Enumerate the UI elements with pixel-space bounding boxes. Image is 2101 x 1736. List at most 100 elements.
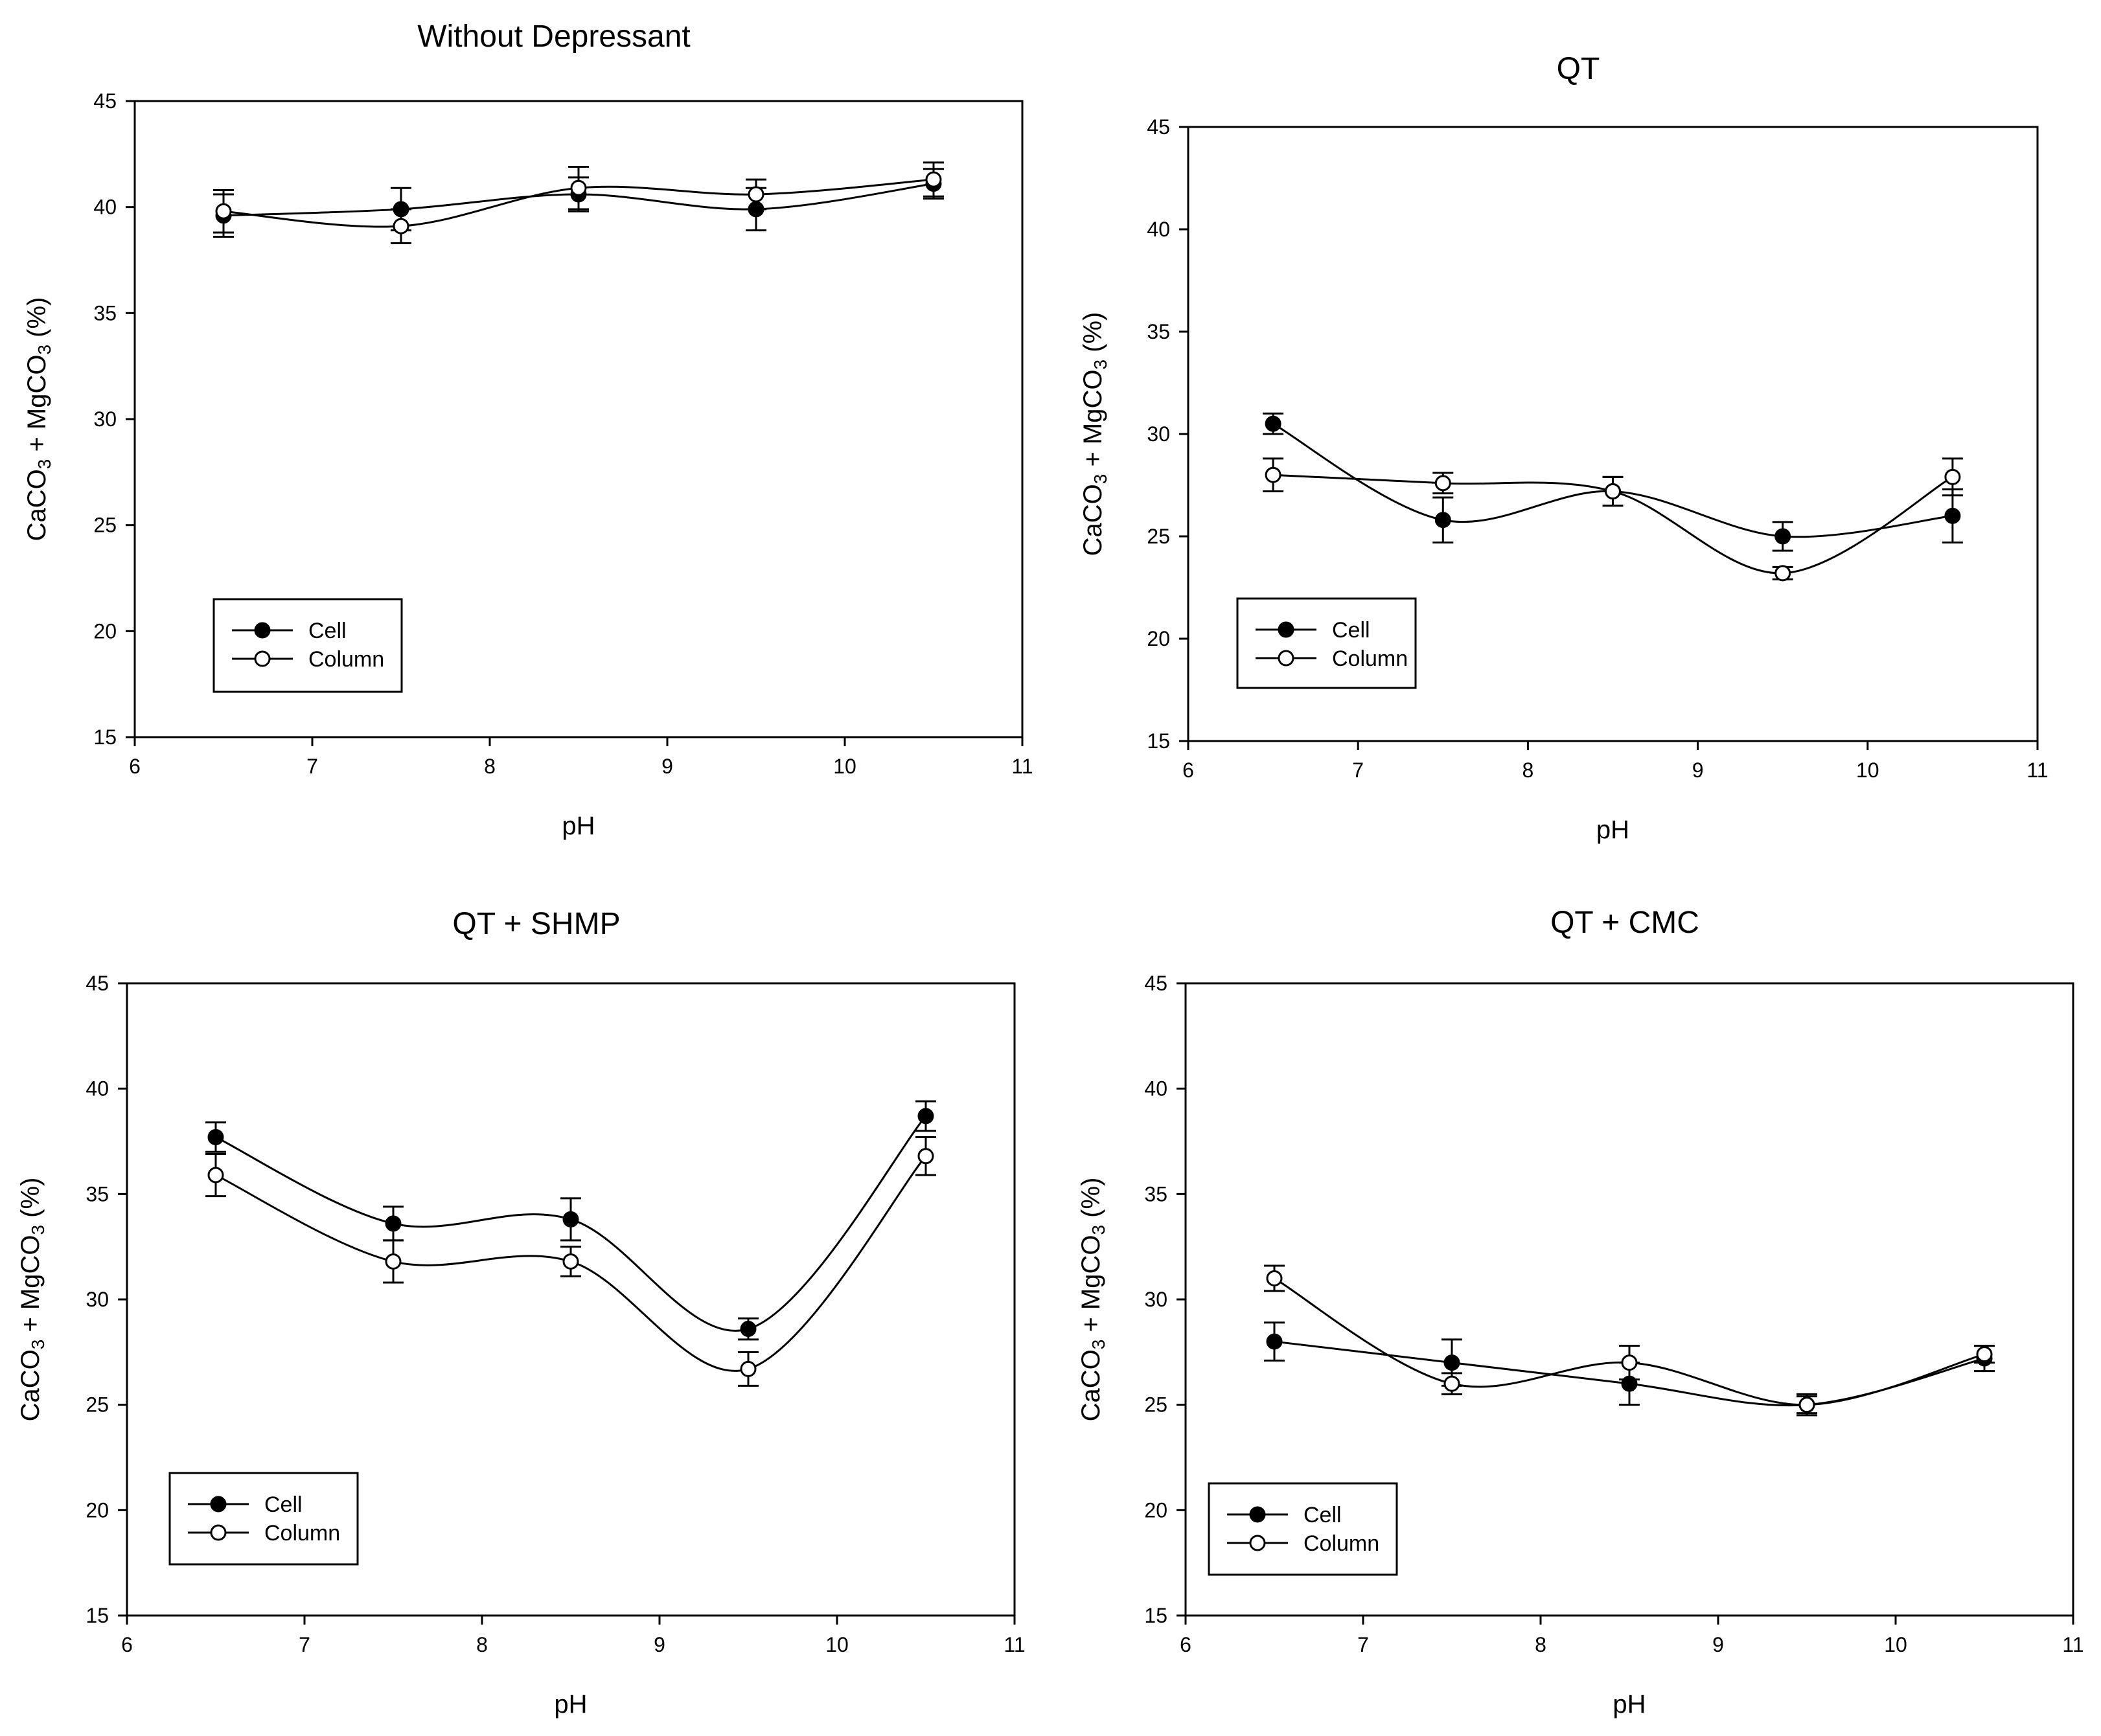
- data-point-column: [925, 171, 942, 188]
- y-tick-label: 20: [1147, 627, 1170, 650]
- data-point-cell: [740, 1321, 757, 1338]
- legend-label: Column: [1303, 1531, 1379, 1556]
- y-axis-label: CaCO3 + MgCO3 (%): [16, 1178, 48, 1422]
- x-tick-label: 8: [1522, 759, 1534, 782]
- x-axis-label: pH: [562, 812, 595, 840]
- y-tick-label: 25: [93, 514, 117, 537]
- x-tick-label: 6: [121, 1633, 133, 1656]
- y-tick-label: 15: [93, 725, 117, 749]
- x-tick-label: 9: [1692, 759, 1704, 782]
- series-column: [1263, 457, 1963, 582]
- chart-panel-4: QT + CMC 6 7 8 9 10 11 15 20 25 30 35 40 45 pH CaCO3 + …: [1077, 906, 2084, 1719]
- legend: Cell Column: [1208, 1482, 1398, 1576]
- legend-box: [168, 1472, 359, 1566]
- chart-title: QT + CMC: [1550, 906, 1699, 940]
- y-tick-label: 35: [1147, 320, 1170, 343]
- data-point-column: [207, 1167, 224, 1183]
- x-tick-label: 7: [1352, 759, 1364, 782]
- y-tick-label: 35: [1144, 1182, 1167, 1205]
- data-point-column: [1434, 475, 1451, 492]
- data-point-column: [1443, 1375, 1460, 1392]
- data-point-column: [385, 1253, 402, 1270]
- y-tick-label: 40: [93, 196, 117, 219]
- y-tick-label: 45: [1144, 972, 1167, 995]
- legend-label: Column: [264, 1521, 340, 1546]
- series-column: [213, 161, 944, 244]
- y-tick-label: 40: [86, 1077, 109, 1101]
- y-tick-label: 25: [86, 1393, 109, 1417]
- legend-marker: [210, 1524, 227, 1541]
- y-axis-label: CaCO3 + MgCO3 (%): [1079, 312, 1110, 556]
- x-tick-label: 7: [1357, 1633, 1369, 1656]
- x-tick-label: 8: [1535, 1633, 1546, 1656]
- data-point-cell: [1443, 1354, 1460, 1371]
- data-point-column: [1265, 466, 1281, 483]
- chart-panel-1: Without Depressant 6 7 8 9 10 11 15 20 25 30 35 40 45…: [23, 19, 1033, 840]
- y-tick-label: 45: [86, 972, 109, 995]
- legend-label: Column: [1332, 646, 1408, 671]
- data-point-column: [393, 218, 409, 234]
- x-tick-label: 9: [1712, 1633, 1724, 1656]
- legend-box: [212, 598, 403, 693]
- x-tick-label: 8: [484, 755, 496, 778]
- y-tick-label: 30: [93, 407, 117, 431]
- y-tick-label: 40: [1147, 218, 1170, 241]
- y-tick-label: 35: [86, 1182, 109, 1205]
- chart-title: QT: [1557, 52, 1600, 86]
- x-tick-label: 10: [1856, 759, 1879, 782]
- x-tick-label: 11: [1011, 755, 1033, 778]
- data-point-cell: [1266, 1333, 1283, 1350]
- data-point-cell: [1434, 512, 1451, 529]
- data-point-column: [1976, 1346, 1993, 1363]
- x-tick-label: 6: [1182, 759, 1194, 782]
- data-point-cell: [917, 1108, 934, 1125]
- y-tick-label: 35: [93, 301, 117, 325]
- data-point-column: [740, 1360, 757, 1377]
- x-tick-label: 9: [654, 1633, 665, 1656]
- x-tick-label: 8: [476, 1633, 488, 1656]
- legend: Cell Column: [212, 598, 403, 693]
- legend-marker: [254, 622, 271, 639]
- series-column: [205, 1136, 936, 1387]
- y-tick-label: 30: [86, 1288, 109, 1311]
- x-tick-label: 6: [129, 755, 141, 778]
- y-tick-label: 25: [1147, 525, 1170, 548]
- x-tick-label: 10: [833, 755, 856, 778]
- y-tick-label: 20: [93, 619, 117, 643]
- legend-marker: [1249, 1506, 1266, 1523]
- chart-panel-3: QT + SHMP 6 7 8 9 10 11 15 20 25 30 35 40 45 pH CaCO3 +…: [16, 907, 1026, 1719]
- series-line: [215, 1155, 927, 1372]
- x-tick-label: 7: [299, 1633, 310, 1656]
- series-column: [1264, 1264, 1995, 1417]
- x-tick-label: 11: [2062, 1633, 2084, 1656]
- legend-label: Column: [308, 647, 384, 672]
- x-axis-label: pH: [1613, 1690, 1646, 1719]
- data-point-column: [1798, 1397, 1815, 1413]
- chart-title: QT + SHMP: [452, 907, 620, 941]
- legend-label: Cell: [1303, 1503, 1342, 1527]
- data-point-column: [215, 203, 232, 220]
- y-axis-label: CaCO3 + MgCO3 (%): [23, 297, 54, 542]
- legend-label: Cell: [1332, 618, 1370, 643]
- data-point-column: [1621, 1354, 1638, 1371]
- chart-title: Without Depressant: [417, 19, 691, 54]
- x-axis-label: pH: [1596, 816, 1629, 844]
- legend-marker: [254, 650, 271, 667]
- data-point-column: [1944, 468, 1961, 485]
- y-tick-label: 30: [1147, 422, 1170, 446]
- data-point-cell: [207, 1128, 224, 1145]
- legend-marker: [1278, 650, 1294, 667]
- x-tick-label: 10: [825, 1633, 849, 1656]
- x-tick-label: 10: [1884, 1633, 1907, 1656]
- data-point-column: [1774, 565, 1791, 582]
- series-cell: [205, 1100, 936, 1341]
- y-tick-label: 40: [1144, 1077, 1167, 1101]
- chart-panel-2: QT 6 7 8 9 10 11 15 20 25 30 35 40 45 pH CaCO3 + MgCO3 …: [1079, 52, 2049, 844]
- legend-marker: [210, 1496, 227, 1513]
- legend-label: Cell: [264, 1492, 303, 1517]
- x-tick-label: 6: [1180, 1633, 1191, 1656]
- data-point-cell: [1944, 507, 1961, 524]
- legend: Cell Column: [168, 1472, 359, 1566]
- legend-box: [1236, 597, 1417, 689]
